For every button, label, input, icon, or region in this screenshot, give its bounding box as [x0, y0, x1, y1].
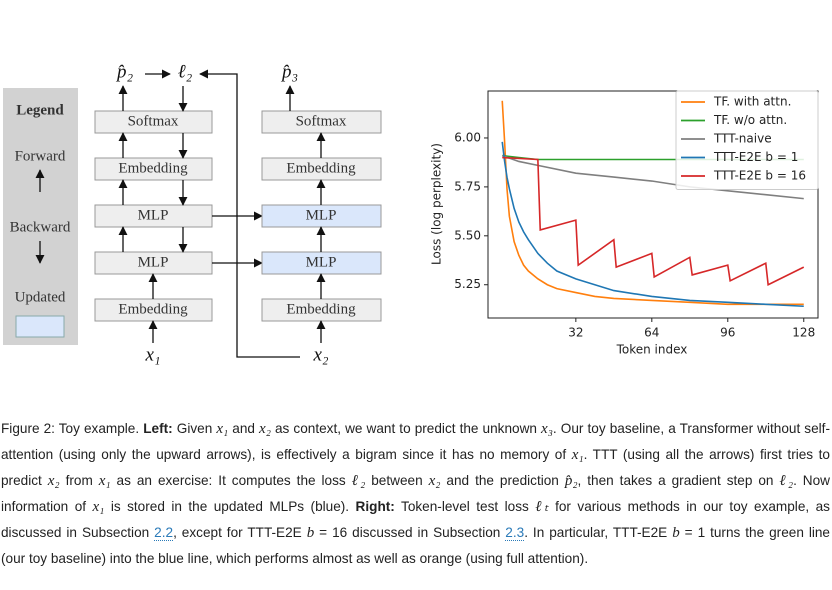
caption-math: ℓ₂ [779, 473, 794, 489]
caption-math: b [672, 525, 680, 541]
box [94, 157, 213, 181]
caption-math: x₃ [541, 421, 553, 437]
caption-text: , then takes a gradient step on [577, 473, 780, 488]
line-chart: Token index Loss (log perplexity) 5.25 5.… [430, 90, 819, 357]
caption-text: . In particular, TTT-E2E [524, 525, 673, 540]
x-tick-label: 32 [568, 326, 583, 340]
pred-label: p̂₃ [280, 61, 298, 82]
box-label: Embedding [286, 301, 356, 317]
caption-text: for various methods in our toy example, … [1, 499, 830, 540]
legend-swatch [15, 315, 65, 338]
caption-text: is stored in the updated MLPs (blue). [104, 499, 356, 514]
caption-math: p̂₂ [564, 473, 578, 489]
legend-title: Legend [16, 102, 64, 118]
box-label: Embedding [286, 160, 356, 176]
caption-text: as context, we want to predict the unkno… [270, 421, 542, 436]
figure: Legend Forward Backward Updated Softmax … [3, 61, 819, 365]
caption-text: . Now information of [1, 473, 830, 514]
caption-bold: Right: [355, 499, 395, 514]
x-tick-label: 64 [644, 326, 659, 340]
y-tick-label: 5.50 [454, 228, 481, 242]
line-series [501, 154, 804, 200]
caption-text: Given [172, 421, 217, 436]
legend-label: TF. w/o attn. [713, 113, 787, 127]
y-axis-label: Loss (log perplexity) [430, 143, 444, 265]
caption-math: x₁ [98, 473, 111, 489]
box-label: Embedding [118, 301, 188, 317]
line-series [501, 141, 804, 308]
input-label: x₁ [144, 344, 160, 365]
y-tick-label: 5.25 [454, 277, 481, 291]
x-tick-label: 128 [792, 326, 815, 340]
legend-panel [3, 88, 78, 345]
caption-math: x₂ [428, 473, 441, 489]
caption-math: ℓ₂ [351, 473, 366, 489]
caption-text: . TTT (using all the arrows) first tries… [1, 447, 830, 488]
legend-label: TTT-E2E b = 1 [713, 150, 798, 164]
caption-text: = 16 discussed in Subsection [314, 525, 506, 540]
caption-text: and the prediction [440, 473, 565, 488]
caption-math: x₁ [571, 447, 584, 463]
x-tick-label: 96 [720, 326, 735, 340]
x-axis-label: Token index [616, 343, 688, 357]
legend-updated: Updated [15, 289, 66, 305]
caption-text: . Our toy baseline, a Transformer withou… [1, 421, 830, 462]
box-label: MLP [306, 254, 337, 270]
legend-label: TTT-naive [713, 132, 772, 146]
pred-label: p̂₂ [115, 61, 134, 82]
y-tick-label: 5.75 [454, 179, 481, 193]
caption-bold: Left: [143, 421, 173, 436]
caption-link[interactable]: 2.3 [505, 525, 525, 541]
caption-math: x₂ [259, 421, 271, 437]
box-label: Softmax [128, 113, 179, 129]
y-tick-label: 6.00 [454, 130, 481, 144]
box-label: MLP [306, 207, 337, 223]
caption-text: from [59, 473, 99, 488]
legend-label: TTT-E2E b = 16 [713, 169, 806, 183]
box-label: MLP [138, 207, 169, 223]
line-series [501, 100, 804, 306]
caption-math: x₁ [216, 421, 229, 437]
legend-backward: Backward [10, 219, 71, 235]
legend-label: TF. with attn. [713, 95, 791, 109]
caption-math: ℓₜ [535, 499, 549, 515]
caption-math: x₂ [47, 473, 60, 489]
caption-text: = 1 turns the green line (our toy baseli… [1, 525, 830, 566]
box-label: MLP [138, 254, 169, 270]
caption-text: between [365, 473, 429, 488]
loss-label: ℓ₂ [178, 61, 193, 82]
caption-math: b [306, 525, 315, 541]
box-label: Softmax [296, 113, 347, 129]
box-label: Embedding [118, 160, 188, 176]
legend: TF. with attn. TF. w/o attn. TTT-naive TTT-… [675, 90, 819, 190]
input-label: x₂ [312, 344, 328, 365]
line-series [502, 156, 805, 286]
caption-text: , except for TTT-E2E [173, 525, 307, 540]
caption-text: and [228, 421, 260, 436]
plot-frame [487, 90, 819, 319]
legend-forward: Forward [15, 148, 66, 164]
arrows-right [285, 85, 326, 343]
legend-frame [675, 90, 819, 190]
caption: Figure 2: Toy example. Left: Given x₁ an… [1, 416, 830, 571]
box [94, 110, 213, 134]
caption-text: Token-level test loss [394, 499, 536, 514]
caption-text: Figure 2: Toy example. [1, 421, 144, 436]
caption-link[interactable]: 2.2 [154, 525, 174, 541]
caption-text: as an exercise: It computes the loss [110, 473, 352, 488]
caption-math: x₁ [92, 499, 105, 515]
arrows-left [118, 69, 300, 358]
